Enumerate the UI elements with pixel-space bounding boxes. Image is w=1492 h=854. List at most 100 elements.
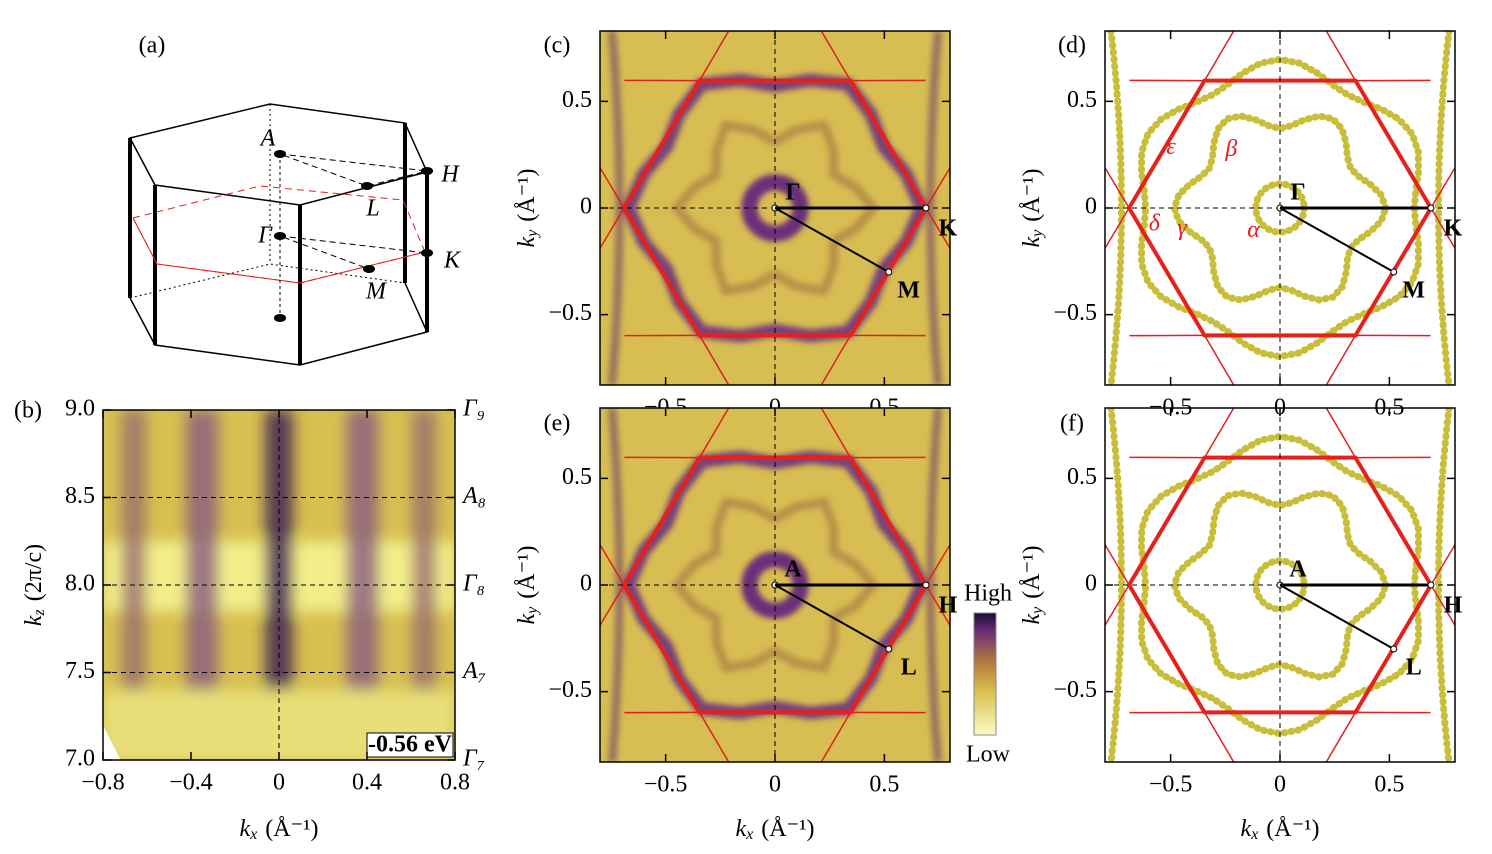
- y-tick-label: 0.5: [1067, 87, 1097, 113]
- zone-extension: [1325, 31, 1357, 81]
- colorbar-low: Low: [966, 742, 1011, 768]
- axis-symbol: k: [514, 236, 540, 247]
- panel-label: (f): [1060, 411, 1084, 437]
- y-tick-label: −0.5: [1053, 300, 1097, 326]
- annotation: -0.56 eV: [368, 732, 453, 758]
- y-tick-label: −0.5: [548, 677, 592, 703]
- zone-extension: [1430, 166, 1455, 209]
- panel-label: (b): [14, 398, 42, 424]
- y-tick-label: 0.5: [562, 87, 592, 113]
- zone-extension: [820, 408, 852, 458]
- zone-extension: [1430, 207, 1455, 250]
- brillouin-zone: [621, 78, 929, 338]
- y-tick-label: 0: [1085, 571, 1097, 597]
- band-label: ε: [1166, 134, 1176, 160]
- axis-label: ky (Å⁻¹): [1019, 169, 1046, 248]
- zone-extension: [925, 543, 950, 586]
- axis-subscript: x: [745, 826, 753, 843]
- y-tick-label: −0.5: [548, 300, 592, 326]
- path-line: [1279, 207, 1395, 273]
- point-label: H: [939, 593, 958, 619]
- blank-corner: [103, 725, 121, 760]
- plot-content: [1105, 31, 1455, 385]
- brillouin-zone: [1126, 455, 1434, 715]
- axis-subscript: y: [524, 606, 541, 616]
- plot-content: [103, 410, 455, 760]
- band-label: α: [1247, 217, 1260, 243]
- axis-label: ky (Å⁻¹): [514, 169, 541, 248]
- zone-extension: [600, 584, 625, 627]
- axis-symbol: k: [21, 615, 47, 626]
- point-label: H: [1444, 593, 1463, 619]
- axis-label: kz (2π/c): [21, 544, 48, 626]
- zone-extension: [1105, 543, 1130, 586]
- axis-symbol: k: [240, 816, 251, 842]
- axis-label: ky (Å⁻¹): [514, 546, 541, 625]
- heat-ring: [670, 120, 880, 296]
- zone-extension: [1105, 207, 1130, 250]
- heat-ring: [670, 497, 880, 673]
- axis-symbol: k: [514, 613, 540, 624]
- y-tick-label: 0: [580, 194, 592, 220]
- high-symmetry-point: [1390, 645, 1398, 653]
- point-label: M: [897, 277, 920, 303]
- high-symmetry-point: [922, 581, 930, 589]
- axis-label: kx (Å⁻¹): [1241, 816, 1320, 843]
- y-tick-label: 0: [580, 571, 592, 597]
- zone-extension: [1430, 584, 1455, 627]
- y-tick-label: 8.5: [65, 483, 95, 509]
- x-tick-label: 0.5: [1374, 772, 1404, 798]
- band-label: δ: [1149, 211, 1161, 237]
- zone-extension: [698, 335, 730, 385]
- axis-unit: (Å⁻¹): [761, 816, 814, 842]
- x-tick-label: −0.5: [644, 772, 688, 798]
- y-tick-label: 0: [1085, 194, 1097, 220]
- point-label: H: [440, 162, 460, 188]
- zone-extension: [1325, 408, 1357, 458]
- zone-extension: [1203, 31, 1235, 81]
- axis-subscript: y: [1029, 606, 1046, 616]
- zone-extension: [698, 712, 730, 762]
- axis-label: ky (Å⁻¹): [1019, 546, 1046, 625]
- point-label: M: [1402, 277, 1425, 303]
- high-symmetry-point: [885, 268, 893, 276]
- x-tick-label: 0.5: [869, 772, 899, 798]
- x-tick-label: 0.4: [352, 770, 382, 796]
- point-label: M: [365, 279, 388, 305]
- plot-content: [1105, 408, 1455, 762]
- axis-label: kx (Å⁻¹): [240, 816, 319, 843]
- zone-extension: [1430, 543, 1455, 586]
- x-tick-label: −0.4: [169, 770, 213, 796]
- right-label: A₇: [461, 658, 486, 684]
- brillouin-zone: [1126, 78, 1434, 338]
- annotation-box: [366, 732, 454, 758]
- band-label: β: [1224, 136, 1237, 162]
- plot-area: [1105, 31, 1455, 385]
- x-tick-label: 0.8: [440, 770, 470, 796]
- y-tick-label: 7.0: [65, 746, 95, 772]
- zone-extension: [925, 207, 950, 250]
- contour: [1107, 408, 1125, 762]
- point-label: K: [443, 248, 462, 274]
- right-label: A₈: [461, 483, 486, 509]
- zone-extension: [925, 584, 950, 627]
- zone-extension: [820, 335, 852, 385]
- heat-streak: [121, 410, 146, 690]
- plot-area: [1105, 408, 1455, 762]
- axis-unit: (Å⁻¹): [1266, 816, 1319, 842]
- x-tick-label: 0: [1274, 772, 1286, 798]
- panel-label: (e): [544, 411, 571, 437]
- zone-extension: [1105, 166, 1130, 209]
- zone-extension: [600, 207, 625, 250]
- right-label: Γ₉: [462, 396, 485, 422]
- axis-subscript: x: [249, 826, 257, 843]
- zone-extension: [1105, 584, 1130, 627]
- panel-label: (d): [1058, 33, 1086, 59]
- axis-label: kx (Å⁻¹): [736, 816, 815, 843]
- zone-extension: [600, 166, 625, 209]
- point-label: K: [939, 216, 958, 242]
- point-label: Γ: [1290, 180, 1305, 206]
- zone-extension: [600, 543, 625, 586]
- contour: [1107, 31, 1125, 385]
- y-tick-label: 0.5: [1067, 464, 1097, 490]
